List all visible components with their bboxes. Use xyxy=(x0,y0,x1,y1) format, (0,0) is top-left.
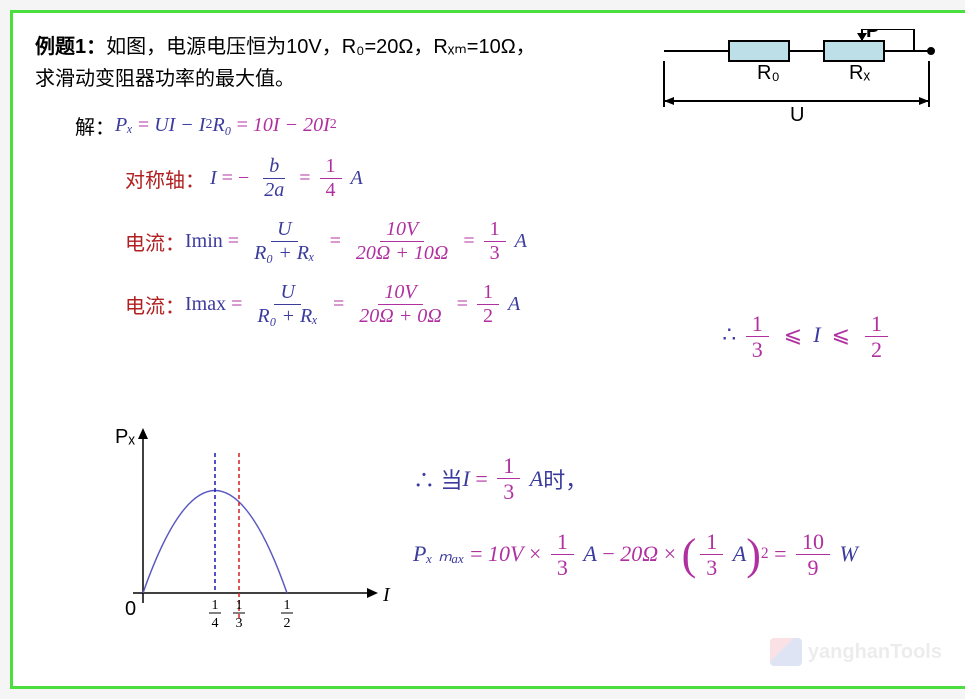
axis-res-num: 1 xyxy=(320,155,342,179)
graph-origin: 0 xyxy=(125,598,136,620)
imin-unit: A xyxy=(515,230,527,252)
axis-label: 对称轴： xyxy=(125,164,205,193)
tick-0-num: 1 xyxy=(212,598,219,613)
conclusion-line: ∴ 当 I = 13 A 时， xyxy=(413,453,858,505)
axis-var: I xyxy=(210,167,217,190)
imin-rn: 1 xyxy=(484,218,506,242)
imin-f2n: 10V xyxy=(380,218,424,242)
result-block: ∴ 当 I = 13 A 时， Pₓ ₘₐₓ = 10V × 13 A − 20… xyxy=(413,453,858,596)
axis-res-den: 4 xyxy=(320,179,342,202)
tick-1-den: 3 xyxy=(236,616,243,631)
imin-label: 电流： xyxy=(125,227,185,256)
axis-unit: A xyxy=(351,167,363,189)
watermark-icon xyxy=(770,638,802,666)
concl-suffix: 时， xyxy=(543,463,587,495)
tick-1-num: 1 xyxy=(236,598,243,613)
imin-name: Imin xyxy=(185,230,223,253)
imax-label: 电流： xyxy=(125,290,185,319)
pmax-line: Pₓ ₘₐₓ = 10V × 13 A − 20Ω × ( 13 A )2 = … xyxy=(413,529,858,581)
tick-2-den: 2 xyxy=(284,616,291,631)
axis-den: 2a xyxy=(258,179,290,202)
solve-label: 解： xyxy=(75,111,115,140)
px-rhs1: UI − I xyxy=(154,114,205,137)
concl-num: 1 xyxy=(497,453,520,479)
imax-name: Imax xyxy=(185,293,226,316)
graph-xlabel: I xyxy=(382,584,391,606)
imin-f1d: R₀ + Rₓ xyxy=(248,242,321,265)
watermark-text: yanghanTools xyxy=(808,641,942,664)
axis-of-symmetry: 对称轴： I = − b2a = 14 A xyxy=(125,155,950,202)
pmax-resn: 10 xyxy=(796,529,830,555)
imax-rn: 1 xyxy=(477,281,499,305)
problem-title: 例题1： xyxy=(35,36,106,58)
px-val1-sup: 2 xyxy=(330,117,337,133)
pmax-squ: A xyxy=(733,541,746,566)
pmax-id: 3 xyxy=(551,555,574,580)
pmax-sqn: 1 xyxy=(700,529,723,555)
graph-ylabel: Pₓ xyxy=(115,426,135,448)
problem-line1: 如图，电源电压恒为10V，R₀=20Ω，Rₓₘ=10Ω， xyxy=(106,36,536,58)
circuit-diagram: R₀ Rₓ U P xyxy=(654,29,944,129)
r0-label: R₀ xyxy=(757,62,780,84)
imin-line: 电流： Imin = UR₀ + Rₓ = 10V20Ω + 10Ω = 13 … xyxy=(125,218,950,265)
imin-f1n: U xyxy=(271,218,297,242)
axis-num: b xyxy=(263,155,285,179)
pmax-r: 20Ω xyxy=(620,541,658,567)
tick-2-num: 1 xyxy=(284,598,291,613)
pmax-resu: W xyxy=(840,541,858,566)
problem-line2: 求滑动变阻器功率的最大值。 xyxy=(35,68,295,90)
pmax-exp: 2 xyxy=(761,545,769,563)
parabola-graph: Pₓ I 0 1 4 1 3 1 2 xyxy=(113,423,403,653)
imin-f2d: 20Ω + 10Ω xyxy=(350,242,454,265)
current-range: ∴ 13 ⩽ I ⩽ 12 xyxy=(722,311,892,363)
range-hd: 2 xyxy=(865,337,888,362)
u-label: U xyxy=(790,104,804,126)
watermark: yanghanTools xyxy=(770,638,942,666)
pmax-resd: 9 xyxy=(802,555,825,580)
imax-rd: 2 xyxy=(477,305,499,328)
px-val1: 10I − 20I xyxy=(253,114,330,137)
imax-f1n: U xyxy=(274,281,300,305)
pmax-iu: A xyxy=(583,541,596,566)
pmax-lhs: Pₓ ₘₐₓ xyxy=(413,541,465,567)
concl-prefix: ∴ 当 xyxy=(413,463,463,495)
pmax-in: 1 xyxy=(551,529,574,555)
px-rhs2: R₀ xyxy=(212,114,231,137)
tick-0-den: 4 xyxy=(212,616,219,631)
problem-statement: 例题1：如图，电源电压恒为10V，R₀=20Ω，Rₓₘ=10Ω， 求滑动变阻器功… xyxy=(35,31,625,95)
range-ln: 1 xyxy=(746,311,769,337)
concl-unit: A xyxy=(530,466,543,491)
imax-f1d: R₀ + Rₓ xyxy=(251,305,324,328)
range-ld: 3 xyxy=(746,337,769,362)
px-lhs: Pₓ xyxy=(115,114,133,137)
imax-f2n: 10V xyxy=(378,281,422,305)
range-prefix: ∴ xyxy=(722,322,736,347)
imax-unit: A xyxy=(508,293,520,315)
p-label: P xyxy=(866,29,879,42)
range-var: I xyxy=(813,322,820,347)
solution-block: 解： Pₓ = UI − I2 R₀ = 10I − 20I2 对称轴： I =… xyxy=(35,105,950,328)
pmax-v: 10V xyxy=(488,541,523,567)
page-container: 例题1：如图，电源电压恒为10V，R₀=20Ω，Rₓₘ=10Ω， 求滑动变阻器功… xyxy=(10,10,965,689)
range-hn: 1 xyxy=(865,311,888,337)
pmax-sqd: 3 xyxy=(700,555,723,580)
imax-f2d: 20Ω + 0Ω xyxy=(353,305,447,328)
concl-var: I xyxy=(463,466,470,492)
rx-label: Rₓ xyxy=(849,62,870,84)
imin-rd: 3 xyxy=(484,242,506,265)
concl-den: 3 xyxy=(497,479,520,504)
